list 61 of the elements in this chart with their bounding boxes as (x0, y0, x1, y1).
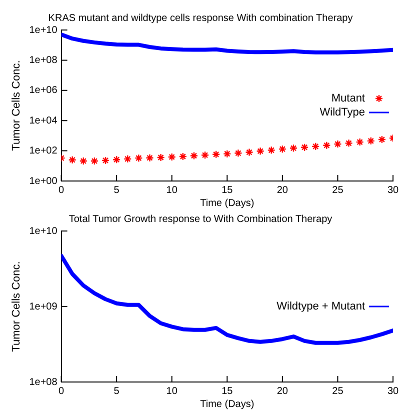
x-tick-label: 25 (332, 184, 344, 196)
x-tick-label: 15 (222, 184, 234, 196)
x-tick-label: 30 (387, 386, 399, 397)
y-axis-title: Tumor Cells Conc. (10, 60, 23, 151)
point (79, 156, 88, 166)
point (356, 138, 364, 146)
point (90, 156, 99, 166)
point (168, 152, 176, 162)
x-tick-label: 5 (114, 386, 120, 397)
point (223, 150, 232, 158)
x-tick-label: 5 (114, 184, 120, 196)
x-tick-label: 30 (387, 184, 399, 196)
point (300, 143, 309, 152)
point (234, 149, 242, 158)
chart-title: KRAS mutant and wildtype cells response With combination Therapy (48, 12, 353, 24)
y-tick-label: 1e+06 (29, 85, 58, 96)
point (178, 152, 188, 161)
point (134, 154, 143, 162)
x-tick-label: 20 (276, 386, 288, 397)
y-tick-label: 1e+10 (29, 24, 58, 36)
x-axis-title: Time (Days) (200, 398, 254, 410)
chart-title: Total Tumor Growth response to With Combination Therapy (68, 214, 332, 225)
point (112, 156, 121, 164)
point (378, 135, 386, 144)
point (68, 156, 76, 164)
point (334, 140, 342, 148)
point (124, 154, 132, 164)
point (322, 141, 331, 150)
x-tick-label: 0 (58, 184, 65, 196)
x-tick-label: 15 (222, 386, 234, 397)
point (156, 153, 165, 162)
legend-label: WildType (320, 106, 365, 119)
x-tick-label: 0 (58, 386, 65, 397)
y-tick-label: 1e+08 (29, 376, 58, 388)
y-tick-label: 1e+02 (29, 146, 58, 157)
x-tick-label: 10 (166, 386, 178, 397)
legend-label: Wildtype + Mutant (276, 300, 365, 313)
y-tick-label: 1e+09 (29, 301, 58, 312)
x-tick-label: 25 (332, 386, 344, 397)
y-axis-title: Tumor Cells Conc. (10, 261, 23, 352)
x-tick-label: 20 (276, 184, 288, 196)
point (366, 136, 375, 146)
x-axis-title: Time (Days) (200, 198, 254, 209)
point (344, 139, 353, 148)
point (146, 154, 154, 162)
y-tick-label: 1e+00 (29, 176, 58, 187)
point (267, 146, 276, 154)
point (278, 144, 287, 154)
point (256, 147, 264, 156)
point (190, 152, 198, 160)
point (101, 156, 110, 165)
point (245, 148, 254, 156)
point (212, 150, 220, 158)
y-tick-label: 1e+04 (29, 115, 58, 126)
legend-label: Mutant (331, 92, 365, 105)
y-tick-label: 1e+08 (29, 54, 58, 66)
point (200, 150, 210, 160)
point (312, 142, 320, 151)
point (289, 144, 298, 152)
x-tick-label: 10 (166, 184, 178, 196)
y-tick-label: 1e+10 (29, 226, 58, 237)
